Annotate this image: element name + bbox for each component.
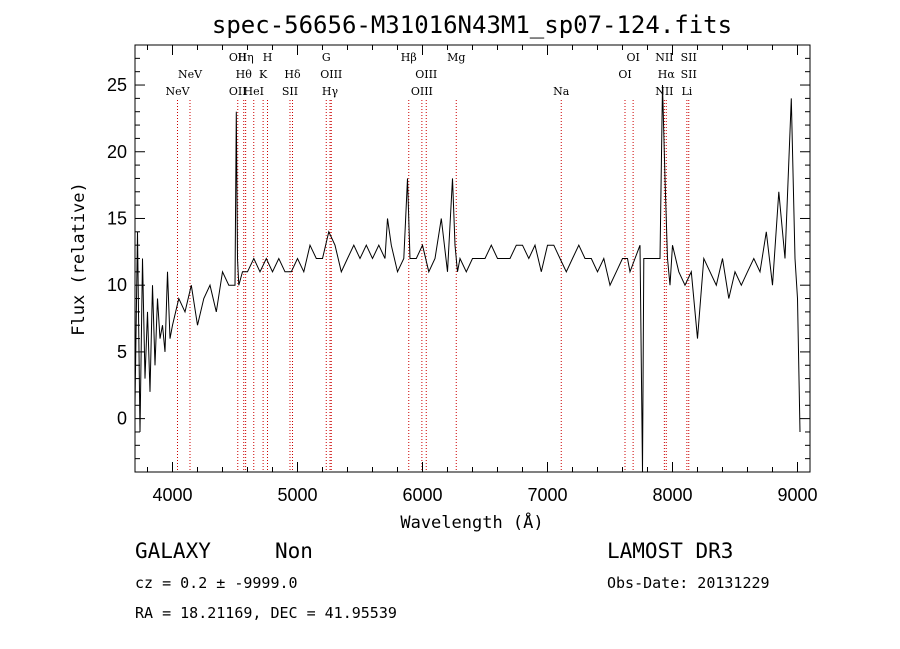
- line-label-9: Hδ: [284, 68, 301, 81]
- line-label-2: OII: [229, 51, 247, 64]
- line-label-7: H: [263, 51, 273, 64]
- x-axis-label: Wavelength (Å): [400, 511, 543, 533]
- line-label-13: Hγ: [322, 85, 339, 98]
- line-label-11: G: [322, 51, 331, 64]
- redshift-cz: cz = 0.2 ± -9999.0: [135, 574, 298, 592]
- line-label-15: OIII: [415, 68, 437, 81]
- obs-date: Obs-Date: 20131229: [607, 574, 770, 592]
- spectrum-line: [134, 84, 801, 473]
- line-label-12: OIII: [320, 68, 342, 81]
- line-label-21: NII: [655, 51, 673, 64]
- y-tick-label: 20: [107, 142, 127, 162]
- x-tick-label: 4000: [152, 485, 192, 505]
- line-label-25: SII: [681, 68, 697, 81]
- line-label-4: Hη: [238, 51, 254, 64]
- line-label-23: NII: [655, 85, 673, 98]
- chart-title: spec-56656-M31016N43M1_sp07-124.fits: [212, 11, 732, 39]
- y-tick-label: 10: [107, 275, 127, 295]
- x-tick-label: 9000: [777, 485, 817, 505]
- line-label-26: Li: [681, 85, 692, 98]
- y-tick-label: 15: [107, 208, 127, 228]
- line-label-17: Mg: [447, 51, 465, 64]
- line-label-8: K: [259, 68, 268, 81]
- y-axis-label: Flux (relative): [69, 182, 89, 336]
- ra-dec: RA = 18.21169, DEC = 41.95539: [135, 604, 397, 622]
- line-label-20: OI: [618, 68, 631, 81]
- line-label-3: OII: [229, 85, 247, 98]
- x-tick-label: 5000: [277, 485, 317, 505]
- object-subclass: Non: [275, 539, 313, 563]
- y-tick-label: 25: [107, 75, 127, 95]
- y-axis-ticks: 0 5 10 15 20 25: [107, 44, 810, 460]
- line-markers: [177, 100, 690, 472]
- line-label-1: NeV: [178, 68, 203, 81]
- line-label-19: OI: [626, 51, 639, 64]
- line-label-14: Hβ: [401, 51, 417, 64]
- x-tick-label: 6000: [402, 485, 442, 505]
- line-label-0: NeV: [165, 85, 190, 98]
- x-axis-ticks: 4000 5000 6000 7000 8000 9000: [147, 45, 818, 505]
- line-label-10: SII: [282, 85, 298, 98]
- line-label-6: HeI: [244, 85, 264, 98]
- line-label-24: SII: [681, 51, 697, 64]
- x-tick-label: 8000: [652, 485, 692, 505]
- y-tick-label: 0: [117, 409, 127, 429]
- line-label-5: Hθ: [236, 68, 253, 81]
- line-label-18: Na: [553, 85, 570, 98]
- line-label-22: Hα: [658, 68, 676, 81]
- survey-name: LAMOST DR3: [607, 539, 733, 563]
- line-label-16: OIII: [411, 85, 433, 98]
- object-class: GALAXY: [135, 539, 211, 563]
- y-tick-label: 5: [117, 342, 127, 362]
- x-tick-label: 7000: [527, 485, 567, 505]
